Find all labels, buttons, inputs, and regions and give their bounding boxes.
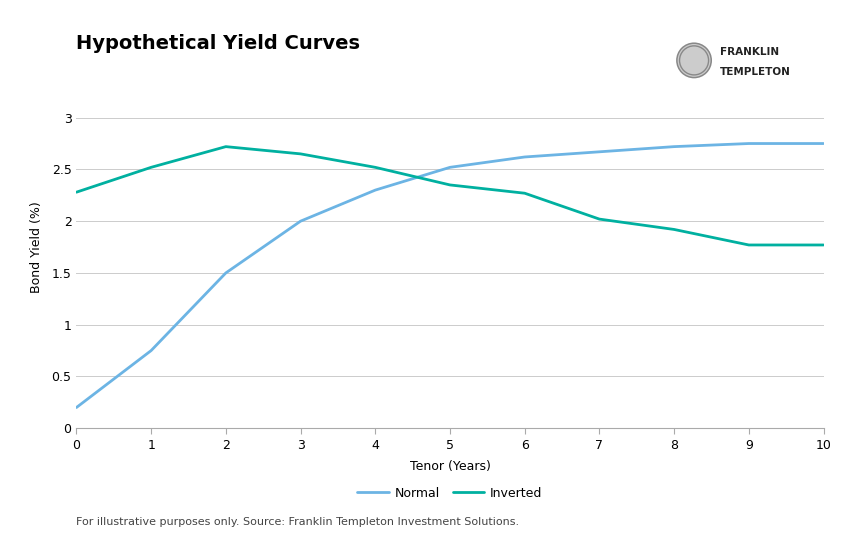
Inverted <box>71 189 82 195</box>
Inverted <box>445 182 455 188</box>
Inverted <box>818 242 829 248</box>
Line: Normal: Normal <box>76 143 824 407</box>
Normal <box>594 149 604 155</box>
Text: For illustrative purposes only. Source: Franklin Templeton Investment Solutions.: For illustrative purposes only. Source: … <box>76 517 520 527</box>
Normal <box>669 143 679 150</box>
Inverted <box>146 164 156 171</box>
Y-axis label: Bond Yield (%): Bond Yield (%) <box>31 201 43 293</box>
Legend: Normal, Inverted: Normal, Inverted <box>352 481 548 505</box>
Normal <box>520 154 530 160</box>
Inverted <box>221 143 231 150</box>
Inverted <box>669 226 679 233</box>
Inverted <box>295 150 306 157</box>
X-axis label: Tenor (Years): Tenor (Years) <box>409 460 491 473</box>
Text: TEMPLETON: TEMPLETON <box>720 68 790 77</box>
Inverted <box>594 216 604 222</box>
Normal <box>71 404 82 411</box>
Circle shape <box>676 42 712 79</box>
Inverted <box>520 190 530 197</box>
Normal <box>445 164 455 171</box>
Line: Inverted: Inverted <box>76 147 824 245</box>
Inverted <box>744 242 754 248</box>
Normal <box>295 218 306 225</box>
Normal <box>221 270 231 276</box>
Normal <box>370 187 380 193</box>
Text: FRANKLIN: FRANKLIN <box>720 47 779 57</box>
Normal <box>146 348 156 354</box>
Text: Hypothetical Yield Curves: Hypothetical Yield Curves <box>76 34 361 53</box>
Normal <box>818 140 829 147</box>
Inverted <box>370 164 380 171</box>
Circle shape <box>678 44 711 77</box>
Normal <box>744 140 754 147</box>
